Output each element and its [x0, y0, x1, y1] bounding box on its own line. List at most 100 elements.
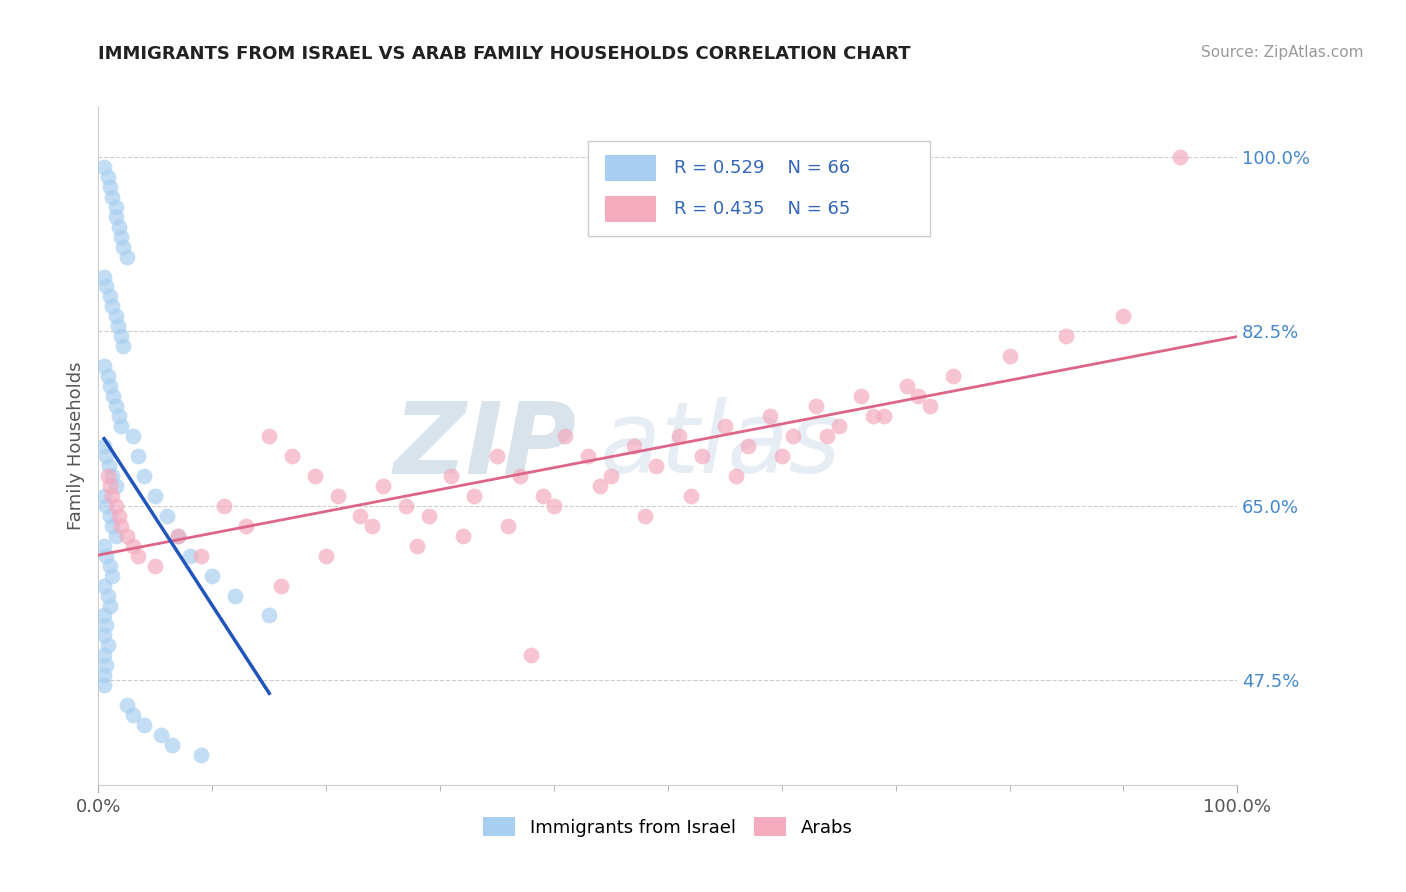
- Text: Source: ZipAtlas.com: Source: ZipAtlas.com: [1201, 45, 1364, 60]
- Point: [103, 389, 125, 403]
- Point: [96, 449, 118, 463]
- Point: [406, 539, 429, 553]
- Point: [600, 469, 623, 483]
- Point: [201, 568, 224, 582]
- Point: [998, 349, 1021, 363]
- Point: [96, 589, 118, 603]
- Point: [804, 399, 827, 413]
- Point: [679, 489, 702, 503]
- Point: [93, 648, 115, 663]
- Point: [96, 639, 118, 653]
- Point: [349, 508, 371, 523]
- Point: [93, 439, 115, 453]
- Point: [127, 449, 149, 463]
- Point: [167, 529, 190, 543]
- Point: [862, 409, 884, 423]
- Point: [315, 549, 337, 563]
- Bar: [605, 196, 657, 221]
- Text: R = 0.435    N = 65: R = 0.435 N = 65: [673, 200, 849, 218]
- Point: [110, 419, 132, 434]
- Point: [121, 539, 143, 553]
- Legend: Immigrants from Israel, Arabs: Immigrants from Israel, Arabs: [475, 810, 860, 844]
- Point: [1112, 310, 1135, 324]
- Point: [1054, 329, 1078, 343]
- Point: [851, 389, 873, 403]
- Text: IMMIGRANTS FROM ISRAEL VS ARAB FAMILY HOUSEHOLDS CORRELATION CHART: IMMIGRANTS FROM ISRAEL VS ARAB FAMILY HO…: [98, 45, 911, 62]
- Point: [115, 250, 138, 264]
- Point: [98, 508, 121, 523]
- Point: [101, 489, 124, 503]
- Point: [115, 698, 138, 713]
- Point: [576, 449, 599, 463]
- Point: [145, 489, 167, 503]
- Point: [110, 518, 132, 533]
- Point: [896, 379, 918, 393]
- Point: [93, 608, 115, 623]
- Point: [96, 279, 118, 293]
- Text: R = 0.529    N = 66: R = 0.529 N = 66: [673, 159, 849, 177]
- Point: [104, 529, 127, 543]
- Point: [96, 658, 118, 673]
- Point: [179, 549, 201, 563]
- Point: [104, 200, 127, 214]
- Point: [235, 518, 257, 533]
- Point: [93, 628, 115, 642]
- Point: [96, 618, 118, 632]
- Point: [451, 529, 474, 543]
- Point: [224, 589, 246, 603]
- Point: [543, 499, 565, 513]
- Point: [690, 449, 713, 463]
- Point: [93, 678, 115, 692]
- Point: [108, 219, 131, 234]
- Point: [108, 508, 131, 523]
- Point: [498, 518, 520, 533]
- Point: [96, 499, 118, 513]
- Point: [98, 558, 121, 573]
- Point: [121, 708, 143, 723]
- Point: [588, 479, 610, 493]
- Point: [360, 518, 382, 533]
- Point: [907, 389, 929, 403]
- Point: [156, 508, 179, 523]
- Point: [101, 518, 124, 533]
- Point: [132, 469, 155, 483]
- Point: [112, 239, 135, 253]
- Point: [486, 449, 509, 463]
- Point: [97, 458, 120, 473]
- Point: [93, 359, 115, 374]
- Point: [93, 668, 115, 682]
- Point: [520, 648, 543, 663]
- Point: [98, 179, 121, 194]
- Point: [98, 479, 121, 493]
- Point: [101, 469, 124, 483]
- Point: [371, 479, 394, 493]
- Point: [108, 409, 131, 423]
- Point: [132, 718, 155, 732]
- Point: [725, 469, 748, 483]
- Point: [107, 319, 129, 334]
- Y-axis label: Family Households: Family Households: [66, 362, 84, 530]
- Point: [714, 419, 737, 434]
- Point: [104, 499, 127, 513]
- Point: [440, 469, 463, 483]
- Point: [104, 479, 127, 493]
- FancyBboxPatch shape: [588, 141, 929, 235]
- Point: [634, 508, 657, 523]
- Point: [121, 429, 143, 443]
- Point: [304, 469, 326, 483]
- Point: [101, 190, 124, 204]
- Point: [281, 449, 304, 463]
- Point: [150, 728, 173, 742]
- Point: [190, 747, 212, 762]
- Point: [509, 469, 531, 483]
- Point: [531, 489, 554, 503]
- Point: [1170, 150, 1192, 164]
- Point: [115, 529, 138, 543]
- Point: [101, 300, 124, 314]
- Point: [127, 549, 149, 563]
- Point: [104, 399, 127, 413]
- Point: [918, 399, 941, 413]
- Point: [93, 539, 115, 553]
- Point: [93, 269, 115, 284]
- Point: [93, 489, 115, 503]
